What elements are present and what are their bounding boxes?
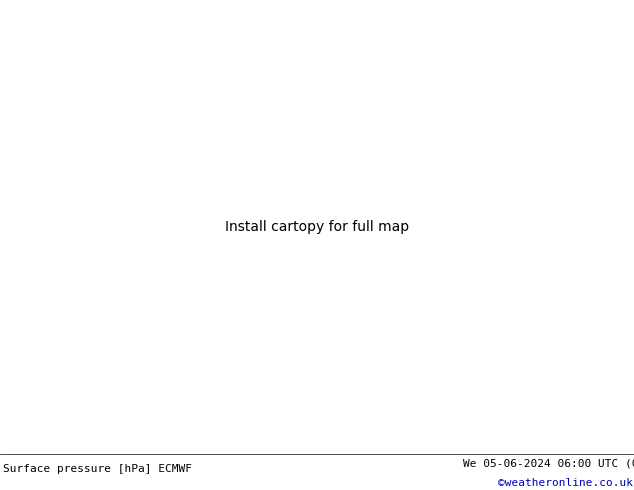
Text: ©weatheronline.co.uk: ©weatheronline.co.uk xyxy=(498,478,633,489)
Text: Install cartopy for full map: Install cartopy for full map xyxy=(225,220,409,234)
Text: We 05-06-2024 06:00 UTC (06+24): We 05-06-2024 06:00 UTC (06+24) xyxy=(463,459,634,468)
Text: Surface pressure [hPa] ECMWF: Surface pressure [hPa] ECMWF xyxy=(3,464,192,474)
